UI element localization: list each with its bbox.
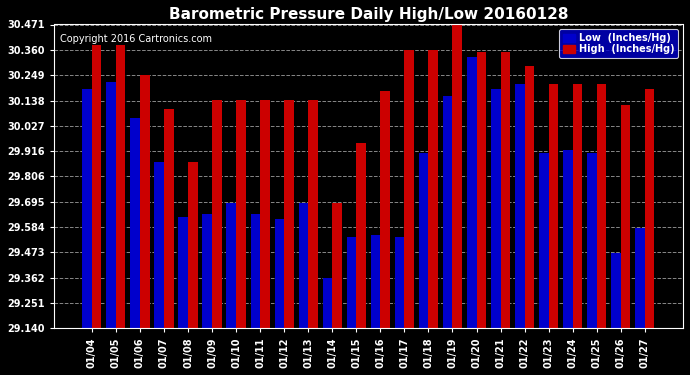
Bar <box>308 100 318 328</box>
Bar <box>92 45 101 328</box>
Bar <box>419 153 428 328</box>
Bar <box>260 100 270 328</box>
Bar <box>380 91 390 328</box>
Bar <box>597 84 607 328</box>
Bar <box>573 84 582 328</box>
Bar <box>299 203 308 328</box>
Bar <box>395 237 404 328</box>
Bar <box>621 105 631 328</box>
Bar <box>140 75 150 328</box>
Bar <box>284 100 294 328</box>
Bar <box>477 52 486 328</box>
Bar <box>226 203 236 328</box>
Bar <box>491 88 500 328</box>
Bar <box>549 84 558 328</box>
Bar <box>116 45 126 328</box>
Text: Copyright 2016 Cartronics.com: Copyright 2016 Cartronics.com <box>60 34 212 44</box>
Bar <box>275 219 284 328</box>
Bar <box>404 50 414 328</box>
Bar <box>500 52 510 328</box>
Bar <box>524 66 534 328</box>
Bar <box>333 203 342 328</box>
Bar <box>236 100 246 328</box>
Bar <box>188 162 197 328</box>
Bar <box>645 88 654 328</box>
Bar <box>164 109 174 328</box>
Bar <box>155 162 164 328</box>
Bar <box>212 100 221 328</box>
Bar <box>346 237 356 328</box>
Bar <box>443 96 453 328</box>
Bar <box>635 228 645 328</box>
Bar <box>323 278 333 328</box>
Bar <box>250 214 260 328</box>
Legend: Low  (Inches/Hg), High  (Inches/Hg): Low (Inches/Hg), High (Inches/Hg) <box>559 29 678 58</box>
Bar <box>563 150 573 328</box>
Bar <box>179 216 188 328</box>
Title: Barometric Pressure Daily High/Low 20160128: Barometric Pressure Daily High/Low 20160… <box>168 7 568 22</box>
Bar <box>453 25 462 328</box>
Bar <box>428 50 438 328</box>
Bar <box>202 214 212 328</box>
Bar <box>106 82 116 328</box>
Bar <box>539 153 549 328</box>
Bar <box>82 88 92 328</box>
Bar <box>587 153 597 328</box>
Bar <box>356 144 366 328</box>
Bar <box>130 118 140 328</box>
Bar <box>467 57 477 328</box>
Bar <box>611 253 621 328</box>
Bar <box>371 235 380 328</box>
Bar <box>515 84 524 328</box>
